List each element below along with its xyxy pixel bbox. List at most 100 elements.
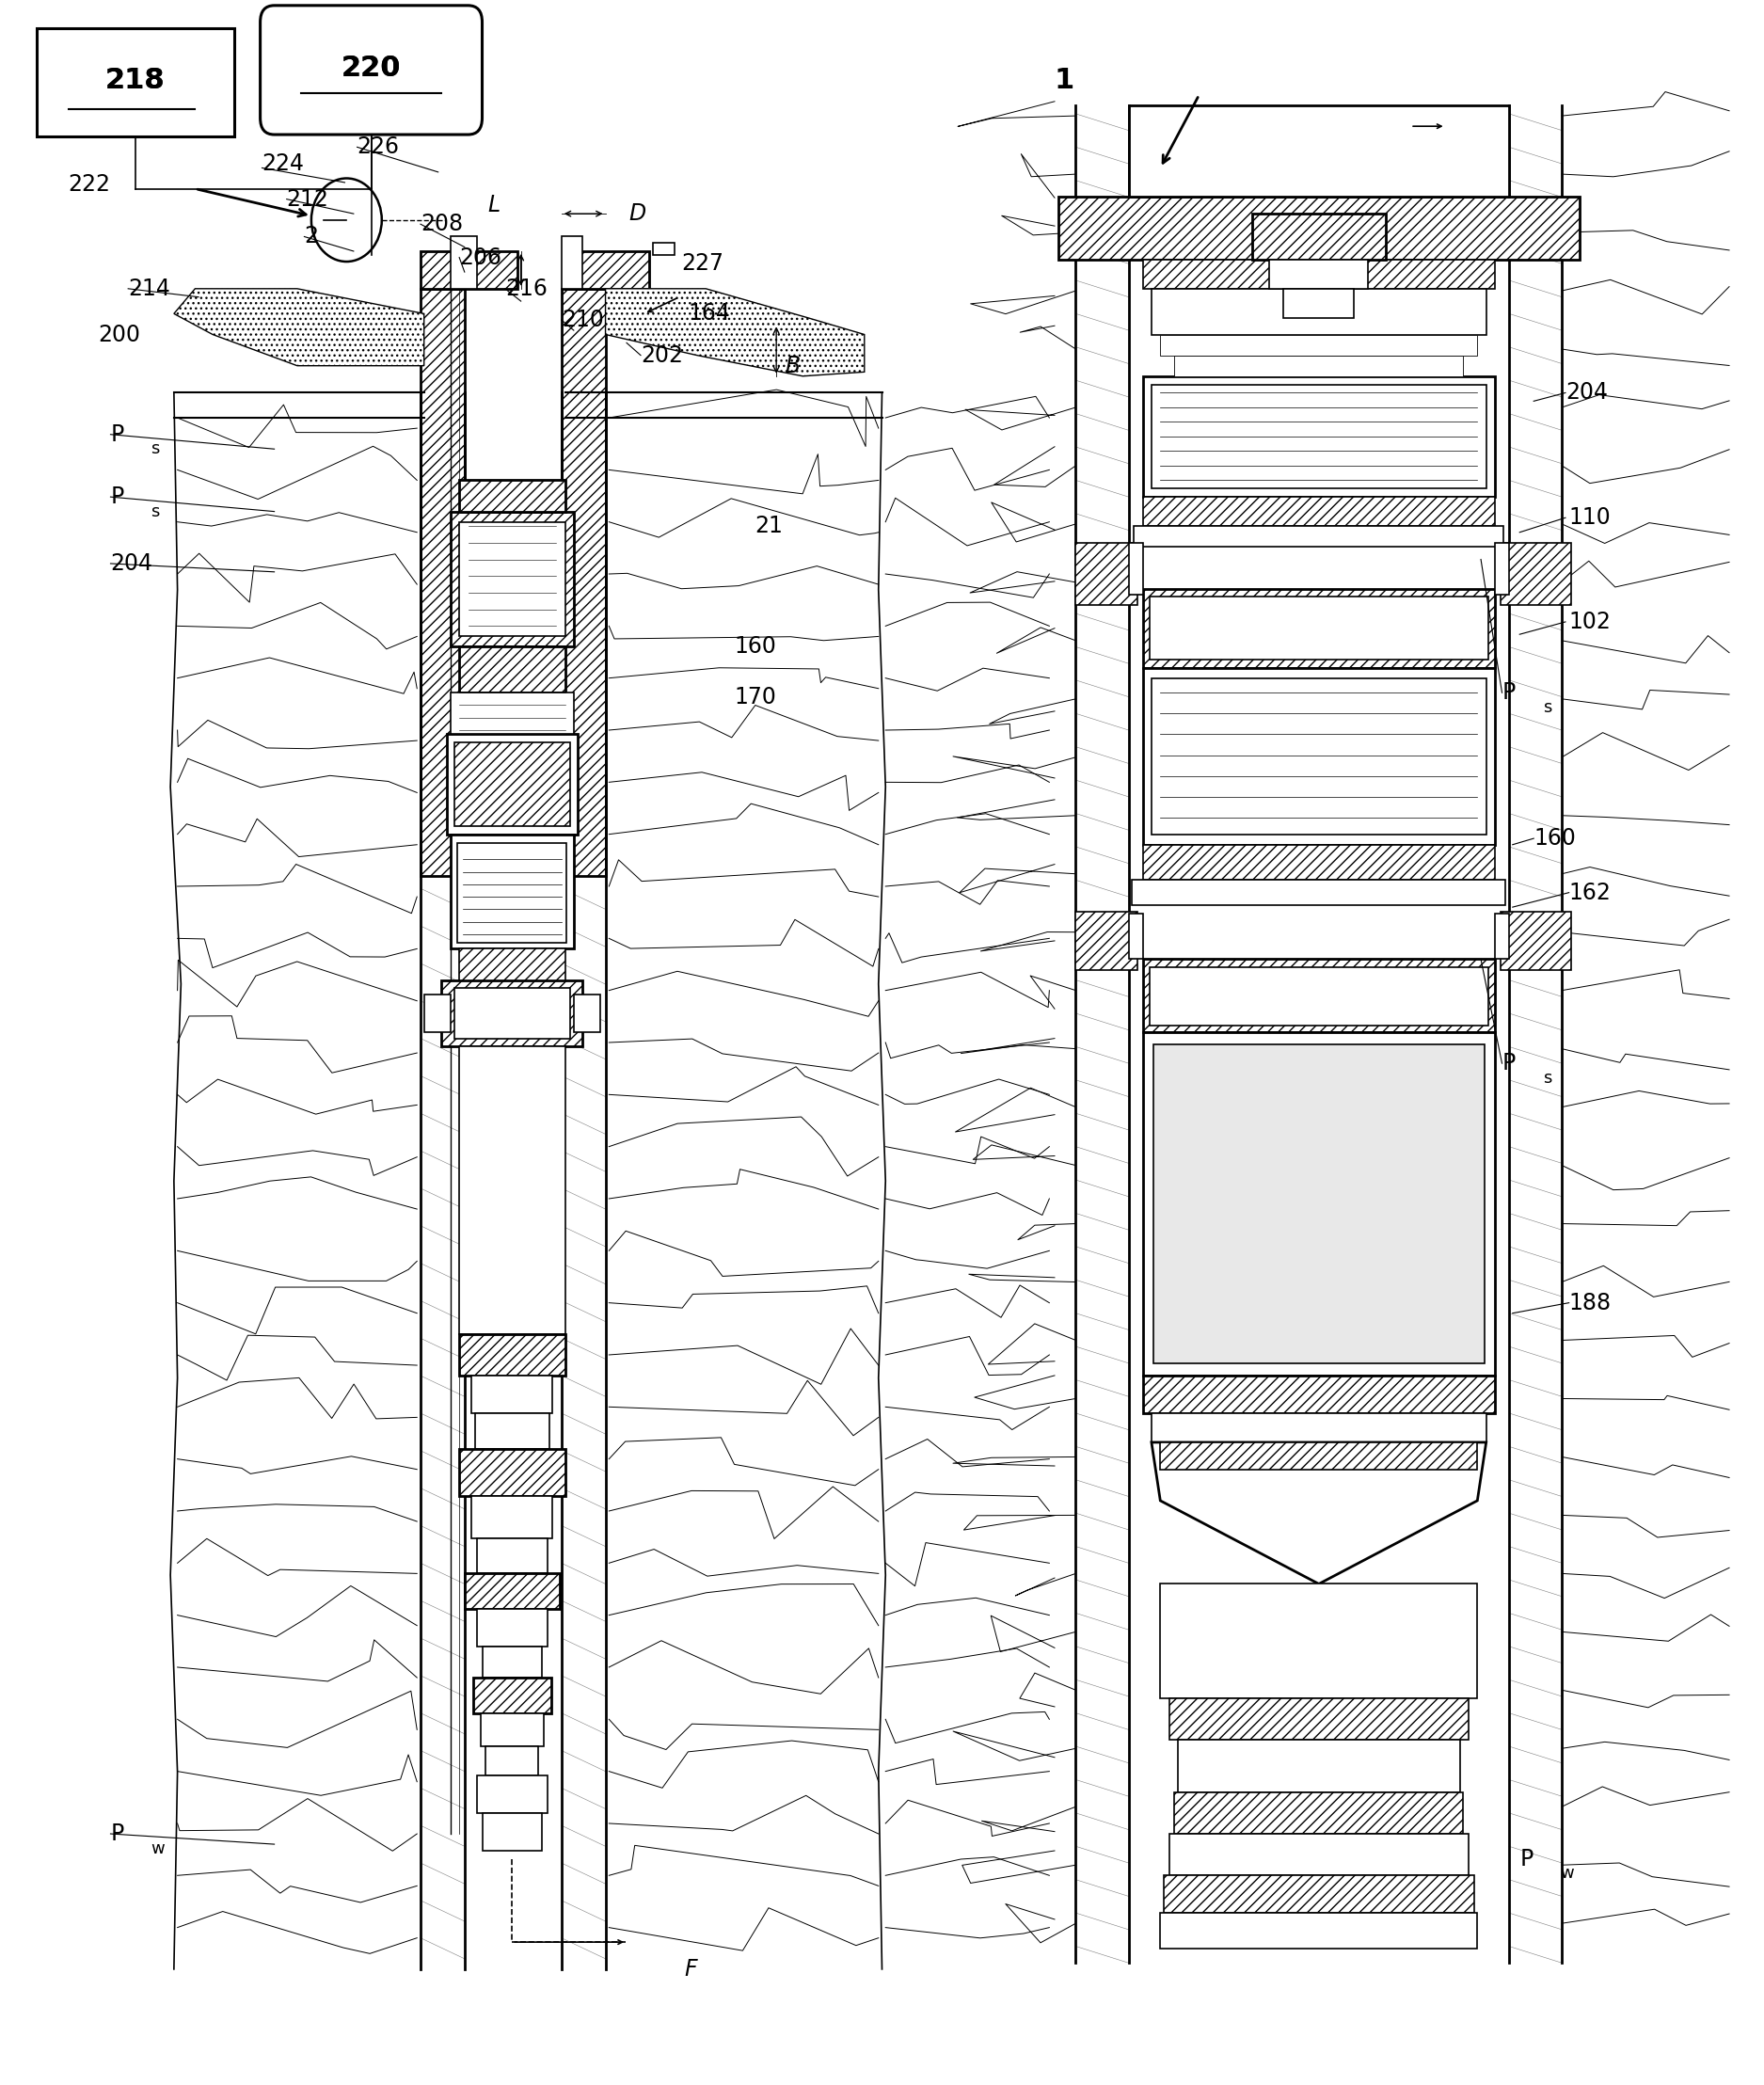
Text: 227: 227 [681,252,723,275]
Bar [564,250,649,288]
Text: 212: 212 [288,188,328,211]
Bar [453,988,570,1038]
Text: s: s [152,502,161,519]
Text: 226: 226 [356,136,399,158]
Text: 102: 102 [1568,611,1611,634]
Bar [450,511,573,646]
Bar [485,1747,538,1776]
Polygon shape [175,288,423,365]
Bar [561,236,582,288]
Bar [1175,354,1464,375]
Bar [1499,911,1570,970]
Text: 210: 210 [561,309,603,332]
Bar [457,842,566,942]
Bar [1143,1376,1494,1414]
Text: 164: 164 [688,302,730,325]
Bar [1170,1699,1469,1741]
Bar [476,1776,547,1814]
Text: 216: 216 [505,277,547,300]
Text: 214: 214 [129,277,171,300]
Bar [473,1678,550,1714]
Bar [1270,259,1369,288]
Text: 21: 21 [755,515,783,538]
Bar [450,236,476,288]
Bar [423,995,450,1032]
Bar [1154,1045,1484,1364]
Bar [420,250,517,288]
Text: 220: 220 [340,54,400,81]
Bar [471,1497,552,1539]
Bar [573,995,600,1032]
Text: P: P [111,423,123,446]
Bar [1143,844,1494,880]
Bar [1161,1443,1476,1470]
Text: P: P [111,1822,123,1845]
Bar [482,1647,542,1678]
Text: w: w [1559,1864,1573,1883]
Bar [37,29,235,138]
Bar [1076,911,1138,970]
Bar [459,1449,564,1497]
Bar [471,1376,552,1414]
Bar [1494,913,1508,959]
Bar [1076,542,1138,605]
Bar [459,480,564,511]
Text: 218: 218 [106,67,166,94]
Bar [459,1047,564,1334]
Bar [459,646,564,692]
Bar [1058,198,1579,259]
Bar [1143,959,1494,1032]
Text: 110: 110 [1568,507,1611,530]
Text: s: s [1542,1070,1551,1086]
Text: 206: 206 [459,246,501,269]
Text: F: F [684,1958,697,1981]
Polygon shape [605,288,864,375]
Text: B: B [785,354,801,377]
Text: 204: 204 [1565,382,1607,404]
Bar [1494,542,1508,594]
Bar [1170,1835,1469,1874]
Bar [464,1574,559,1610]
Text: P: P [111,486,123,509]
Bar [467,1057,556,1324]
Bar [1499,542,1570,605]
Bar [450,834,573,949]
Text: s: s [152,440,161,457]
Bar [480,1714,543,1747]
Text: 160: 160 [734,636,776,659]
Bar [1152,288,1485,334]
Bar [1143,375,1494,496]
Text: P: P [1501,682,1515,705]
Text: 188: 188 [1568,1291,1611,1314]
FancyBboxPatch shape [261,6,482,136]
Bar [482,1814,542,1851]
Text: w: w [152,1839,164,1858]
Bar [420,288,464,876]
Text: 222: 222 [69,173,111,196]
Bar [475,1414,549,1449]
Text: 162: 162 [1568,882,1611,905]
Bar [1164,1874,1475,1912]
Text: P: P [1501,1053,1515,1074]
Bar [561,288,605,876]
Bar [446,734,577,834]
Bar [1143,496,1494,525]
Bar [1132,880,1505,905]
Bar [459,521,564,636]
Bar [1129,106,1508,198]
Bar [1143,588,1494,667]
Text: 204: 204 [111,553,153,575]
Bar [1175,1793,1464,1835]
Bar [1143,259,1494,288]
Bar [1152,384,1485,488]
Text: 218: 218 [106,67,166,94]
Bar [1152,678,1485,834]
Bar [450,692,573,734]
Bar [476,1610,547,1647]
Text: 208: 208 [420,213,462,236]
Text: 220: 220 [340,54,400,81]
Bar [459,1334,564,1376]
Text: 224: 224 [263,152,305,175]
Bar [1150,596,1487,659]
Bar [1129,542,1143,594]
